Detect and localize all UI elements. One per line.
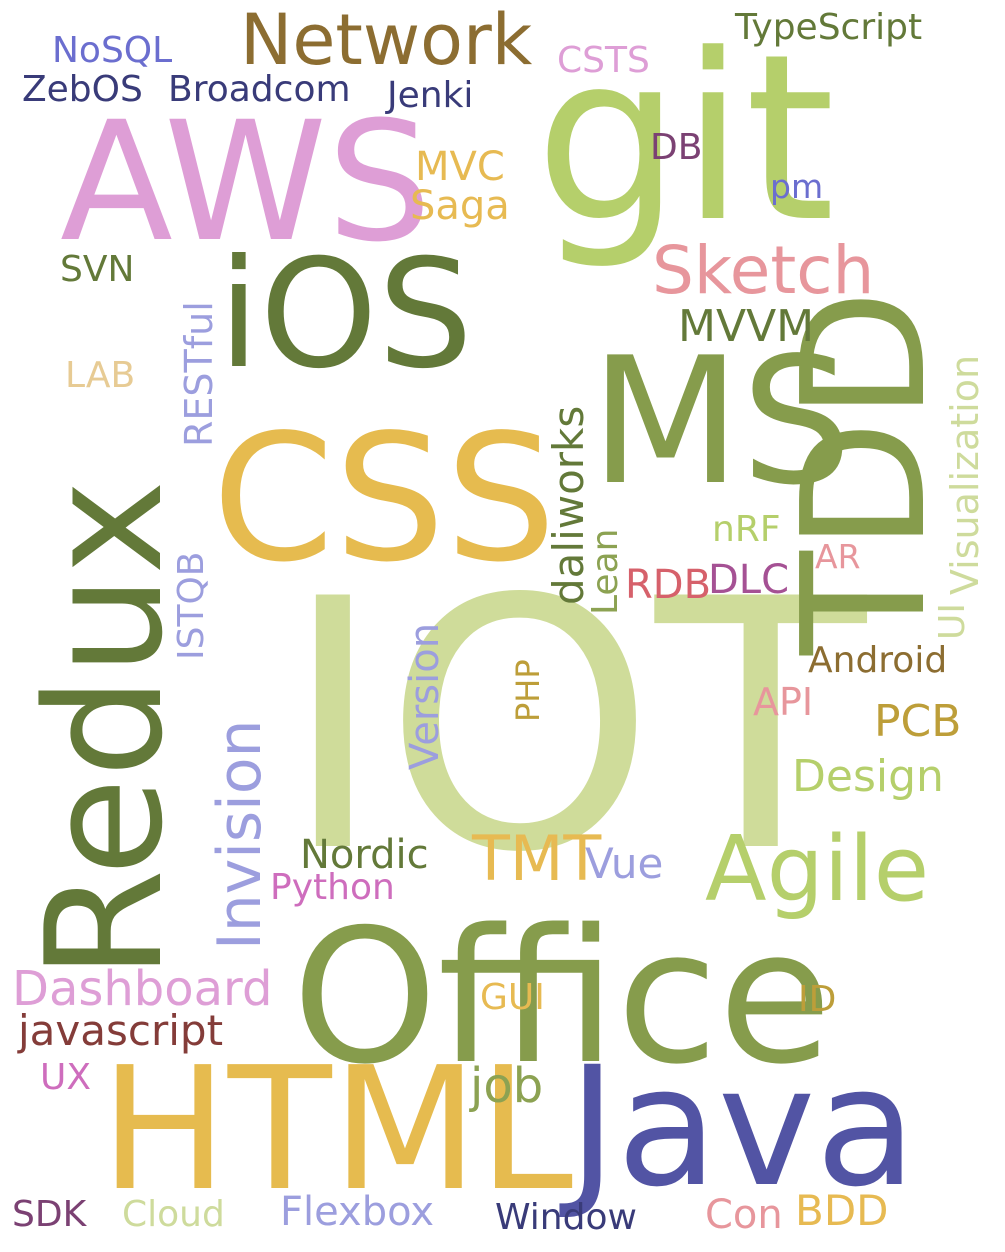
word-jenki: Jenki	[387, 75, 474, 116]
word-sdk: SDK	[12, 1194, 87, 1235]
word-visualization: Visualization	[943, 354, 987, 595]
word-lab: LAB	[65, 355, 136, 396]
word-db: DB	[650, 127, 703, 168]
word-css: CSS	[212, 398, 557, 601]
word-broadcom: Broadcom	[168, 69, 351, 110]
word-job: job	[470, 1058, 544, 1114]
word-dlc: DLC	[708, 557, 790, 603]
word-git: git	[535, 6, 836, 273]
word-window: Window	[495, 1197, 637, 1238]
word-ar: AR	[815, 537, 861, 576]
word-nosql: NoSQL	[52, 30, 173, 71]
word-typescript: TypeScript	[735, 7, 923, 48]
word-saga: Saga	[410, 183, 510, 229]
word-office: Office	[292, 889, 833, 1105]
word-aws: AWS	[60, 86, 432, 278]
word-flexbox: Flexbox	[280, 1189, 435, 1235]
word-id: ID	[798, 979, 837, 1020]
word-python: Python	[270, 867, 395, 908]
word-agile: Agile	[705, 817, 930, 922]
word-redux: Redux	[11, 479, 198, 980]
word-android: Android	[808, 640, 948, 681]
word-gui: GUI	[480, 977, 545, 1018]
word-csts: CSTS	[557, 40, 650, 81]
word-html: HTML	[100, 1031, 574, 1229]
word-daliworks: daliworks	[544, 405, 593, 605]
word-mvvm: MVVM	[678, 301, 815, 352]
word-mvc: MVC	[415, 144, 505, 190]
word-istqb: ISTQB	[171, 551, 212, 661]
word-restful: RESTful	[177, 301, 221, 447]
word-vue: Vue	[585, 839, 664, 888]
word-pm: pm	[770, 167, 824, 206]
word-version: Version	[402, 622, 448, 770]
word-ms: MS	[590, 321, 853, 524]
word-con: Con	[705, 1192, 783, 1238]
word-api: API	[753, 680, 814, 724]
word-javascript: javascript	[18, 1006, 224, 1055]
word-design: Design	[792, 751, 944, 802]
word-svn: SVN	[60, 249, 135, 290]
word-ui: UI	[932, 603, 973, 640]
word-dashboard: Dashboard	[12, 961, 273, 1017]
word-ios: iOS	[218, 228, 473, 402]
word-zebos: ZebOS	[22, 69, 143, 110]
word-ux: UX	[40, 1057, 92, 1098]
word-cloud: Cloud	[122, 1194, 225, 1235]
word-pcb: PCB	[874, 696, 962, 747]
word-nordic: Nordic	[300, 832, 429, 878]
word-network: Network	[240, 0, 533, 81]
word-iot: IOT	[282, 527, 867, 928]
word-bdd: BDD	[795, 1186, 889, 1235]
word-lean: Lean	[585, 528, 626, 615]
word-tmt: TMT	[472, 822, 602, 895]
word-invision: Invision	[205, 719, 275, 950]
word-php: PHP	[509, 659, 547, 722]
word-nrf: nRF	[712, 509, 781, 550]
word-sketch: Sketch	[652, 232, 875, 309]
word-java: Java	[568, 1031, 917, 1223]
word-rdb: RDB	[625, 562, 712, 608]
